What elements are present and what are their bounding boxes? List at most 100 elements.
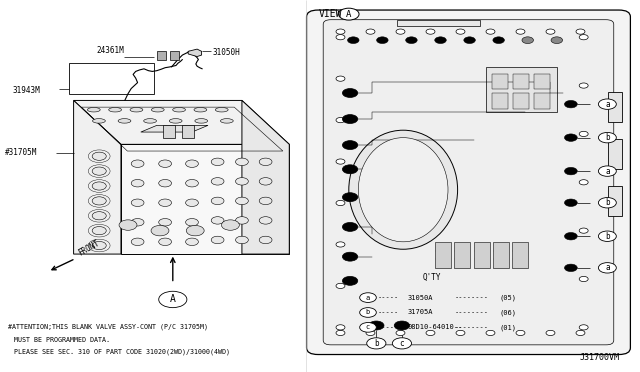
Polygon shape [397,20,480,26]
Text: PLEASE SEE SEC. 310 OF PART CODE 31020(2WD)/31000(4WD): PLEASE SEE SEC. 310 OF PART CODE 31020(2… [14,349,230,355]
Circle shape [392,338,412,349]
Circle shape [92,182,106,190]
Polygon shape [242,100,289,254]
Ellipse shape [173,108,186,112]
Bar [534,74,550,89]
Circle shape [211,178,224,185]
Text: --------: -------- [454,324,488,330]
Polygon shape [493,242,509,268]
Text: MUST BE PROGRAMMED DATA.: MUST BE PROGRAMMED DATA. [14,337,110,343]
Text: #ATTENTION;THIS BLANK VALVE ASSY-CONT (P/C 31705M): #ATTENTION;THIS BLANK VALVE ASSY-CONT (P… [8,324,207,330]
Text: J31700VM: J31700VM [580,353,620,362]
Ellipse shape [88,108,100,112]
Text: -----: ----- [378,310,399,315]
Text: 31050A: 31050A [408,295,433,301]
Circle shape [92,241,106,250]
Text: #31705M: #31705M [5,148,38,157]
Bar [513,93,529,109]
Text: 24361M: 24361M [96,46,124,55]
Circle shape [339,8,359,20]
Ellipse shape [215,108,228,112]
Circle shape [598,132,616,143]
Circle shape [579,325,588,330]
Circle shape [236,236,248,244]
Text: b: b [366,310,370,315]
Text: A: A [170,295,176,304]
Circle shape [579,180,588,185]
Text: c: c [399,339,404,348]
Circle shape [159,160,172,167]
Circle shape [564,232,577,240]
Ellipse shape [220,119,233,123]
Ellipse shape [349,130,458,249]
Text: a: a [366,295,370,301]
Text: -----: ----- [378,295,399,301]
Circle shape [406,37,417,44]
Polygon shape [188,49,202,57]
Circle shape [336,118,345,123]
Circle shape [236,178,248,185]
Circle shape [456,330,465,336]
Text: b: b [605,232,610,241]
Circle shape [564,167,577,175]
Circle shape [360,308,376,317]
Circle shape [92,227,106,235]
Circle shape [186,199,198,206]
Ellipse shape [130,108,143,112]
Text: a: a [605,100,610,109]
Circle shape [598,231,616,241]
Text: c: c [366,324,370,330]
Circle shape [186,219,198,226]
Polygon shape [74,100,289,144]
Circle shape [376,37,388,44]
Circle shape [394,321,410,330]
Circle shape [336,201,345,206]
Text: 31050H: 31050H [212,48,240,57]
Circle shape [456,29,465,34]
Circle shape [159,219,172,226]
Circle shape [366,330,375,336]
Ellipse shape [144,119,157,123]
Bar [486,67,557,112]
Text: 08D10-64010--: 08D10-64010-- [408,324,463,330]
Circle shape [564,134,577,141]
Bar [69,63,154,94]
Circle shape [211,217,224,224]
Circle shape [92,152,106,160]
Circle shape [336,325,345,330]
Circle shape [579,276,588,282]
Circle shape [342,115,358,124]
Bar [157,51,166,60]
Polygon shape [435,242,451,268]
Circle shape [159,179,172,187]
Text: FRONT: FRONT [77,238,101,257]
Text: A: A [346,10,351,19]
Circle shape [426,29,435,34]
Circle shape [579,35,588,40]
Bar [492,74,508,89]
Circle shape [336,35,345,40]
Circle shape [159,199,172,206]
Circle shape [336,242,345,247]
Circle shape [522,37,534,44]
Text: (05): (05) [499,294,516,301]
Circle shape [336,330,345,336]
Text: 31705A: 31705A [408,310,433,315]
Text: b: b [605,133,610,142]
Circle shape [131,219,144,226]
Text: -----: ----- [378,324,399,330]
Text: (01): (01) [499,324,516,331]
Bar [163,125,175,138]
Text: --------: -------- [454,295,488,301]
Circle shape [598,166,616,176]
Circle shape [486,29,495,34]
Circle shape [342,165,358,174]
Bar [534,93,550,109]
Circle shape [516,29,525,34]
FancyBboxPatch shape [307,10,630,355]
Polygon shape [74,100,121,254]
Circle shape [236,158,248,166]
Circle shape [259,197,272,205]
Circle shape [259,217,272,224]
Circle shape [186,238,198,246]
